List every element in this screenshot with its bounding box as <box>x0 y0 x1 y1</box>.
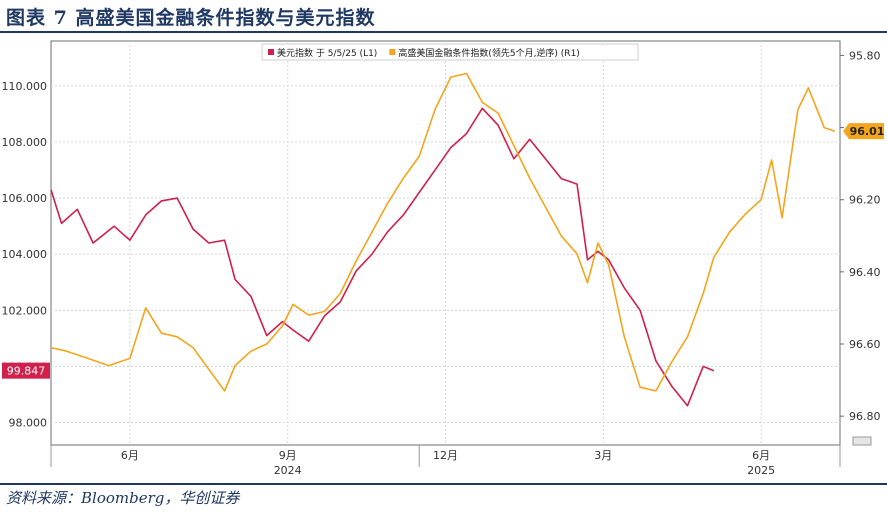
right-tick-label: 96.40 <box>849 266 881 279</box>
title-rule <box>0 31 887 33</box>
left-value-tag <box>2 362 50 379</box>
x-tick-label: 6月 <box>752 449 770 462</box>
legend-swatch <box>389 49 396 55</box>
value-tags: 99.847 96.01 <box>2 123 885 379</box>
x-tick-label: 6月 <box>121 449 139 462</box>
right-tick-label: 96.60 <box>849 338 881 351</box>
figure-title: 图表 7 高盛美国金融条件指数与美元指数 <box>6 7 376 29</box>
legend-box <box>261 43 639 61</box>
legend-swatch <box>268 49 274 55</box>
series-lines <box>50 72 835 407</box>
source-rule <box>0 483 887 485</box>
left-tick-label: 102.000 <box>2 304 48 317</box>
x-axis: 6月 9月 12月 3月 6月 2024 2025 <box>50 445 841 477</box>
zoom-icon[interactable] <box>852 436 872 446</box>
left-tick-label: 104.000 <box>2 248 48 261</box>
grid <box>51 41 840 445</box>
legend: 美元指数 于 5/5/25 (L1) 高盛美国金融条件指数(领先5个月,逆序) (… <box>261 43 639 61</box>
year-label: 2024 <box>274 464 302 477</box>
x-tick-label: 9月 <box>279 449 297 462</box>
x-tick-label: 12月 <box>433 449 458 462</box>
legend-entry: 美元指数 于 5/5/25 (L1) <box>277 47 377 59</box>
chart: 98.000100.000102.000104.000106.000108.00… <box>2 40 885 477</box>
series-line <box>50 72 835 392</box>
year-label: 2025 <box>747 464 775 477</box>
left-tick-label: 108.000 <box>2 136 48 149</box>
source-note: 资料来源：Bloomberg，华创证券 <box>6 489 240 507</box>
right-tick-label: 96.80 <box>849 410 881 423</box>
right-value-tag-label: 96.01 <box>850 125 885 138</box>
left-value-tag-label: 99.847 <box>7 365 46 378</box>
legend-entry: 高盛美国金融条件指数(领先5个月,逆序) (R1) <box>398 47 579 59</box>
right-tick-label: 95.80 <box>849 49 881 62</box>
right-value-tag <box>843 123 884 140</box>
left-tick-label: 106.000 <box>2 192 48 205</box>
left-tick-label: 110.000 <box>2 80 48 93</box>
left-tick-label: 98.000 <box>9 417 48 430</box>
right-tick-label: 96.20 <box>849 194 881 207</box>
x-tick-label: 3月 <box>594 449 612 462</box>
